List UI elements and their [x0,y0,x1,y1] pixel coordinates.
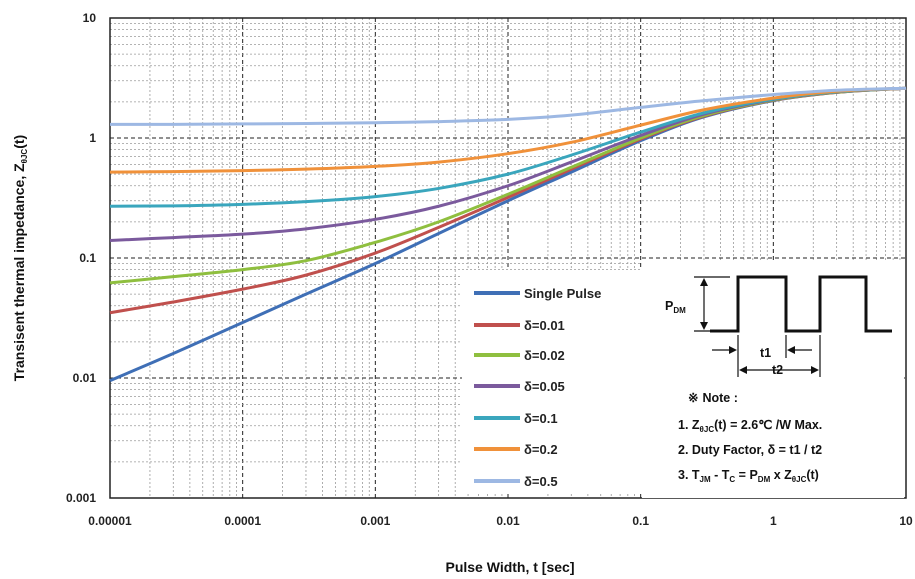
t2-arrow-right-icon [811,366,819,374]
legend-label: δ=0.02 [524,348,565,363]
y-tick-label: 0.01 [73,371,97,385]
legend-label: δ=0.05 [524,379,565,394]
note-1: 1. ZθJC(t) = 2.6℃ /W Max. [678,418,822,434]
note-title-text: Note : [702,391,737,405]
plot-frame [109,17,907,499]
note-3-d-sub: θJC [792,475,807,484]
legend: Single Pulse δ=0.01 δ=0.02 δ=0.05 δ=0.1 δ=0.2… [474,286,601,489]
y-axis-label-tail: (t) [11,135,27,149]
note-1-pre: 1. Z [678,418,700,432]
note-3-c-sub: DM [758,475,771,484]
x-tick-label: 10 [899,514,913,528]
t2-arrow-left-icon [739,366,747,374]
note-1-post: (t) = 2.6℃ /W Max. [714,418,822,432]
x-tick-label: 0.001 [360,514,390,528]
x-tick-labels: 0.00001 0.0001 0.001 0.01 0.1 1 10 [88,514,913,528]
pulse-waveform [710,275,892,333]
note-3-d: x Z [770,468,792,482]
t1-arrow-left-icon [787,346,795,354]
note-3-a: 3. T [678,468,700,482]
legend-label: Single Pulse [524,286,601,301]
y-tick-label: 0.001 [66,491,96,505]
x-axis-label: Pulse Width, t [sec] [445,559,574,575]
series-line-5 [109,86,907,174]
y-tick-label: 10 [83,11,97,25]
x-tick-label: 0.1 [632,514,649,528]
note-3-c: = P [735,468,758,482]
pdm-arrow-up-icon [700,278,708,286]
series-layer [109,86,907,383]
x-tick-label: 1 [770,514,777,528]
note-1-sub: θJC [700,425,715,434]
pdm-label: PDM [665,299,686,315]
note-2: 2. Duty Factor, δ = t1 / t2 [678,443,822,457]
y-axis-label-sub: θJC [20,149,29,164]
note-symbol-icon: ※ [688,391,698,405]
series-line-6 [109,86,907,126]
legend-label: δ=0.01 [524,318,565,333]
y-tick-label: 0.1 [79,251,96,265]
note-background [642,262,904,498]
pdm-label-main: P [665,299,673,313]
note-3-e: (t) [806,468,819,482]
t1-label: t1 [760,346,771,360]
note-3-b: - T [711,468,730,482]
x-tick-label: 0.00001 [88,514,132,528]
note-3: 3. TJM - TC = PDM x ZθJC(t) [678,468,819,484]
pulse-diagram [694,275,892,377]
x-tick-label: 0.0001 [224,514,261,528]
x-tick-label: 0.01 [496,514,520,528]
legend-label: δ=0.1 [524,411,558,426]
note-title: ※ Note : [688,391,738,405]
t2-label: t2 [772,363,783,377]
y-tick-label: 1 [89,131,96,145]
note-3-b-sub: C [729,475,735,484]
legend-label: δ=0.2 [524,442,558,457]
legend-label: δ=0.5 [524,474,558,489]
y-axis-label-main: Transisent thermal impedance, Z [11,163,27,381]
y-axis-label: Transisent thermal impedance, ZθJC(t) [11,135,29,381]
pdm-label-sub: DM [673,306,686,315]
y-tick-labels: 0.001 0.01 0.1 1 10 [66,11,96,505]
t1-arrow-right-icon [729,346,737,354]
note-3-a-sub: JM [700,475,711,484]
pdm-arrow-down-icon [700,322,708,330]
